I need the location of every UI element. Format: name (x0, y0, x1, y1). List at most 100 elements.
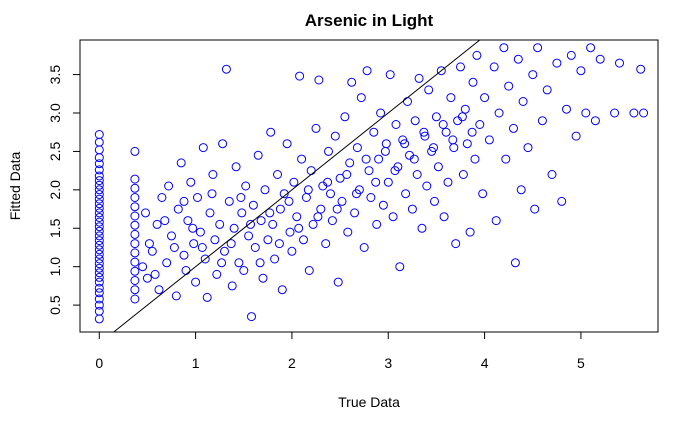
data-point (263, 235, 273, 245)
data-point (359, 243, 369, 252)
data-point (306, 166, 316, 176)
data-point (297, 154, 307, 164)
data-point (504, 81, 514, 91)
data-point (193, 193, 202, 202)
data-point (287, 246, 297, 256)
y-tick-label: 3.0 (47, 103, 63, 123)
data-point (270, 254, 280, 264)
data-point (94, 226, 104, 236)
data-point (157, 193, 167, 202)
data-point (215, 219, 225, 229)
data-point (299, 235, 308, 245)
data-point (171, 291, 181, 301)
data-point (94, 180, 104, 190)
data-point (586, 43, 596, 53)
data-point (231, 162, 241, 172)
data-point (484, 135, 494, 145)
data-point (94, 130, 104, 139)
data-point (179, 196, 189, 206)
data-point (130, 174, 140, 184)
data-point (518, 97, 528, 106)
data-point (629, 108, 639, 118)
data-point (130, 239, 140, 249)
data-point (224, 196, 234, 206)
data-point (94, 245, 104, 255)
data-point (247, 312, 256, 322)
data-point (366, 193, 376, 202)
data-point (324, 146, 333, 156)
data-point (420, 131, 430, 141)
points-layer (94, 43, 649, 324)
data-point (468, 77, 478, 87)
data-point (350, 208, 360, 218)
data-point (147, 246, 157, 256)
data-point (457, 112, 467, 122)
y-tick-label: 1.5 (47, 218, 63, 238)
data-point (400, 139, 410, 149)
y-tick-label: 2.5 (47, 141, 63, 161)
data-point (244, 231, 254, 241)
data-point (246, 219, 255, 229)
data-point (417, 223, 427, 233)
data-point (94, 231, 104, 241)
data-point (436, 66, 446, 76)
data-point (308, 219, 318, 229)
data-point (195, 227, 205, 237)
data-point (342, 170, 352, 179)
data-point (356, 93, 366, 103)
data-point (179, 250, 189, 260)
data-point (173, 204, 183, 214)
data-point (352, 143, 362, 153)
data-point (401, 189, 411, 199)
data-point (142, 273, 152, 283)
data-point (94, 314, 104, 324)
data-point (162, 258, 172, 268)
data-point (289, 177, 299, 187)
data-point (615, 58, 624, 68)
data-point (141, 208, 150, 218)
data-point (130, 146, 140, 156)
data-point (510, 258, 520, 268)
data-point (218, 139, 228, 149)
data-point (250, 243, 260, 252)
data-point (282, 139, 292, 149)
data-point (205, 208, 215, 218)
data-point (130, 248, 140, 258)
data-point (220, 246, 229, 256)
data-point (301, 193, 311, 202)
data-point (275, 204, 285, 214)
data-point (449, 143, 459, 153)
data-point (347, 77, 357, 87)
data-point (186, 177, 196, 187)
data-point (385, 70, 395, 80)
data-point (200, 254, 210, 264)
data-point (332, 204, 342, 214)
data-point (557, 196, 567, 206)
chart-title: Arsenic in Light (305, 11, 434, 30)
y-axis: 0.5 1.0 1.5 2.0 2.5 3.0 3.5 (47, 65, 81, 315)
data-point (181, 266, 191, 275)
data-point (94, 259, 104, 269)
data-point (316, 204, 326, 214)
data-point (530, 204, 540, 214)
data-point (94, 190, 104, 199)
data-point (208, 170, 218, 179)
data-point (130, 220, 140, 230)
data-point (256, 216, 266, 226)
data-point (371, 177, 381, 187)
data-point (94, 199, 104, 209)
data-point (419, 127, 429, 137)
data-point (403, 97, 412, 106)
data-point (94, 294, 104, 304)
data-point (509, 123, 518, 133)
data-point (94, 306, 104, 316)
data-point (202, 292, 212, 302)
data-point (94, 277, 104, 287)
data-point (234, 258, 244, 268)
identity-reference-line (113, 39, 481, 333)
data-point (636, 64, 646, 74)
data-point (164, 181, 174, 191)
data-point (491, 216, 501, 226)
data-point (610, 108, 620, 118)
data-point (343, 227, 353, 237)
